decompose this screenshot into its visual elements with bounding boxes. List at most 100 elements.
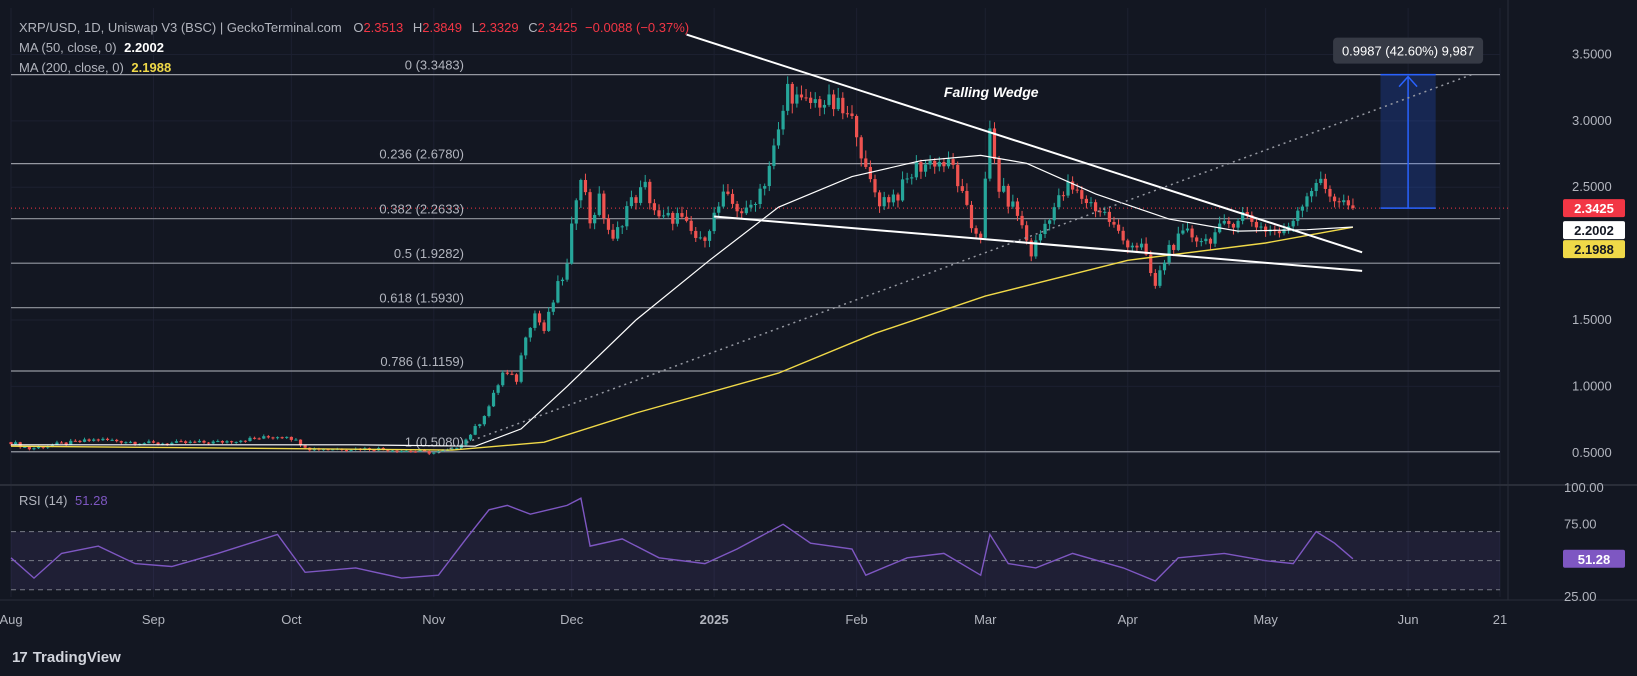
candle-body (1342, 200, 1346, 203)
candle-body (1084, 198, 1088, 204)
tradingview-logo-icon: 17 (12, 649, 28, 666)
candle-body (1038, 234, 1043, 241)
price-axis-label-3: 1.5000 (1572, 312, 1612, 327)
ma50-legend[interactable]: MA (50, close, 0) 2.2002 (19, 40, 164, 55)
candle-body (1153, 273, 1157, 286)
candle-body (717, 206, 721, 213)
candle-body (1346, 200, 1350, 206)
rsi-band-fill (11, 531, 1500, 590)
candle-body (625, 206, 629, 227)
ma200-tag-box (1563, 240, 1625, 259)
candle-body (882, 197, 886, 207)
candle-body (776, 129, 781, 146)
tradingview-brand[interactable]: 17 TradingView (12, 649, 121, 666)
candle-body (1241, 212, 1245, 221)
candle-body (239, 440, 243, 442)
ma50-tag-box (1563, 221, 1625, 240)
ma200-legend[interactable]: MA (200, close, 0) 2.1988 (19, 60, 171, 75)
candle-body (294, 439, 298, 441)
candle-body (818, 99, 822, 108)
fib-level-label-3: 0.5 (1.9282) (394, 246, 464, 261)
candle-body (997, 159, 1001, 192)
candle-body (188, 441, 192, 443)
close-value: 2.3425 (537, 20, 578, 35)
candle-body (602, 193, 606, 219)
candle-body (372, 449, 376, 451)
candle-body (207, 442, 211, 444)
candle-body (400, 450, 404, 452)
candle-body (914, 162, 918, 178)
candle-body (413, 451, 418, 453)
candle-body (473, 426, 477, 435)
candle-body (832, 94, 836, 110)
candle-body (1314, 182, 1318, 191)
last-price-tag: 2.3425 (1574, 201, 1614, 216)
candle-body (27, 446, 31, 450)
candle-body (822, 104, 827, 108)
rsi-value-tag: 51.28 (1578, 552, 1611, 567)
candle-body (960, 186, 964, 191)
candle-body (1254, 221, 1259, 228)
candle-body (124, 442, 128, 444)
measure-arrow-head (1398, 75, 1418, 88)
candle-body (974, 228, 978, 234)
time-axis-label-11: 21 (1493, 612, 1507, 627)
candle-body (252, 437, 257, 439)
low-value: 2.3329 (478, 20, 519, 35)
candle-body (786, 83, 790, 111)
time-axis-label-10: Jun (1398, 612, 1419, 627)
candle-body (1282, 229, 1286, 234)
rsi-legend[interactable]: RSI (14) 51.28 (19, 493, 108, 508)
candle-body (749, 204, 753, 208)
price-axis-label-0: 3.5000 (1572, 46, 1612, 61)
candle-body (423, 450, 427, 452)
candle-body (501, 372, 505, 386)
candle-body (1227, 220, 1231, 224)
fib-level-label-2: 0.382 (2.2633) (379, 202, 464, 217)
ma50-value: 2.2002 (124, 40, 164, 55)
time-axis-label-1: Sep (142, 612, 165, 627)
candle-body (1222, 220, 1226, 224)
candle-body (96, 439, 100, 441)
candle-body (1029, 240, 1033, 257)
candle-body (170, 442, 174, 445)
candle-body (533, 313, 537, 328)
candle-body (551, 302, 555, 312)
candle-body (211, 441, 215, 444)
candle-body (174, 441, 179, 443)
candle-body (689, 220, 693, 231)
candle-body (910, 177, 914, 179)
candle-body (1259, 226, 1263, 228)
candle-body (988, 128, 992, 179)
candle-body (859, 137, 863, 159)
candle-body (1043, 223, 1047, 235)
candle-body (464, 439, 468, 445)
measure-label-box (1333, 37, 1484, 64)
candle-body (331, 449, 335, 451)
candle-body (753, 204, 758, 206)
candle-body (1213, 232, 1217, 244)
wedge-upper-trendline (686, 33, 1363, 254)
candle-body (556, 281, 560, 303)
candle-body (937, 161, 941, 167)
candle-body (1199, 241, 1203, 243)
candle-body (928, 160, 932, 165)
candle-body (758, 188, 762, 205)
candle-body (285, 436, 289, 438)
price-axis-label-1: 3.0000 (1572, 113, 1612, 128)
candle-body (560, 279, 565, 282)
candle-body (92, 439, 96, 441)
candle-body (55, 442, 59, 445)
candle-body (179, 441, 183, 443)
candle-body (505, 372, 509, 374)
candle-body (73, 440, 77, 442)
brand-name: TradingView (32, 649, 121, 666)
candle-body (1107, 211, 1111, 222)
candle-body (510, 373, 514, 375)
candle-body (680, 213, 684, 217)
candle-body (243, 440, 247, 442)
candle-body (266, 436, 270, 438)
low-label: L (471, 20, 479, 35)
candle-body (1052, 207, 1056, 221)
